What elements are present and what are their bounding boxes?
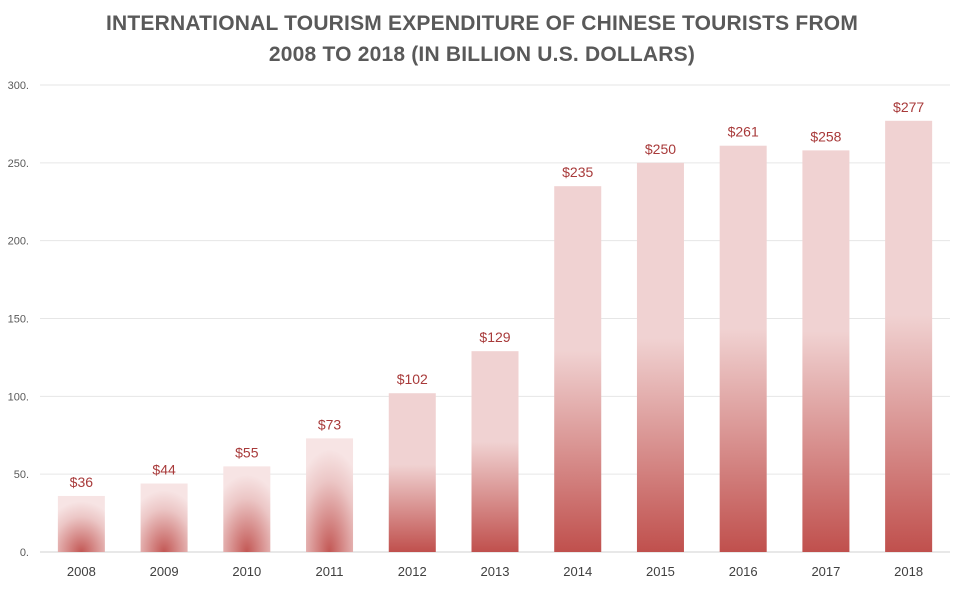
data-label: $129 <box>479 329 510 345</box>
y-axis-ticks: 0. 50. 100. 150. 200. 250. 300. <box>8 80 29 559</box>
x-tick-label: 2015 <box>646 564 675 579</box>
x-tick-label: 2011 <box>316 564 344 579</box>
bar <box>636 162 684 553</box>
data-label: $102 <box>397 371 428 387</box>
data-label: $277 <box>893 99 924 115</box>
data-label: $44 <box>152 462 176 478</box>
x-tick-label: 2009 <box>150 564 179 579</box>
data-label: $250 <box>645 141 676 157</box>
data-label: $73 <box>318 416 342 432</box>
gridlines <box>40 84 950 553</box>
y-tick-label: 0. <box>20 547 29 559</box>
data-label: $55 <box>235 444 259 460</box>
chart-title: INTERNATIONAL TOURISM EXPENDITURE OF CHI… <box>0 8 964 70</box>
bar <box>554 186 602 552</box>
chart-title-line-2: 2008 TO 2018 (IN BILLION U.S. DOLLARS) <box>268 43 696 66</box>
x-axis-ticks: 2008 2009 2010 2011 2012 2013 2014 2015 2016 2017… <box>67 564 923 579</box>
data-label: $261 <box>728 124 759 140</box>
bar <box>471 351 519 552</box>
bar <box>388 393 436 552</box>
bar <box>57 495 105 552</box>
data-label: $235 <box>562 164 593 180</box>
x-tick-label: 2018 <box>894 564 923 579</box>
data-labels: $36 $44 $55 $73 $102 $129 $235 $250 $261 $258 $277 <box>70 99 925 490</box>
y-tick-label: 50. <box>14 469 29 481</box>
bar <box>223 466 271 552</box>
bar <box>885 120 933 552</box>
x-tick-label: 2008 <box>67 564 96 579</box>
data-label: $258 <box>810 128 841 144</box>
bar <box>140 483 188 552</box>
y-tick-label: 150. <box>8 314 29 326</box>
bar <box>802 150 850 552</box>
y-tick-label: 100. <box>8 391 29 403</box>
x-tick-label: 2014 <box>563 564 592 579</box>
y-tick-label: 300. <box>8 80 29 92</box>
bar <box>719 145 767 552</box>
y-tick-label: 250. <box>8 158 29 170</box>
x-tick-label: 2013 <box>481 564 510 579</box>
data-label: $36 <box>70 474 94 490</box>
y-tick-label: 200. <box>8 236 29 248</box>
bars <box>57 120 933 553</box>
x-tick-label: 2012 <box>398 564 427 579</box>
x-tick-label: 2016 <box>729 564 758 579</box>
chart-title-line-1: INTERNATIONAL TOURISM EXPENDITURE OF CHI… <box>105 12 859 35</box>
bar <box>306 438 354 552</box>
x-tick-label: 2010 <box>232 564 261 579</box>
x-tick-label: 2017 <box>811 564 840 579</box>
